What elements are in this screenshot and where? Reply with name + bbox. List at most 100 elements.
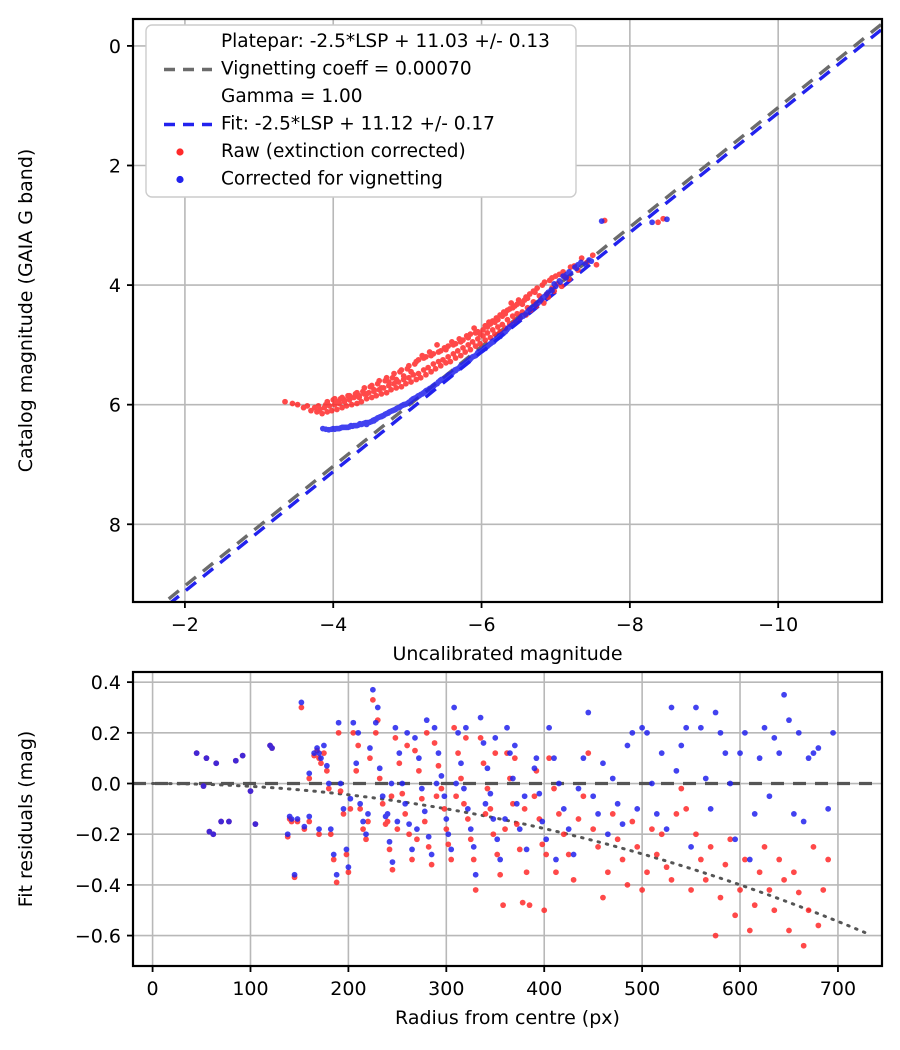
- data-point: [663, 826, 670, 833]
- data-point: [394, 818, 401, 825]
- data-point: [766, 793, 773, 800]
- data-point: [504, 325, 511, 332]
- xtick-label: 200: [330, 978, 366, 1000]
- data-point: [480, 740, 487, 746]
- data-point: [513, 821, 520, 827]
- data-point: [423, 729, 430, 736]
- data-point: [644, 729, 650, 736]
- data-point: [400, 373, 407, 379]
- data-point: [345, 864, 352, 871]
- data-point: [408, 397, 414, 404]
- data-point: [746, 856, 753, 863]
- data-point: [445, 353, 452, 360]
- data-point: [361, 385, 368, 391]
- data-point: [440, 356, 446, 363]
- data-point: [482, 800, 489, 807]
- data-point: [815, 922, 822, 929]
- data-point: [337, 788, 344, 794]
- data-point: [477, 735, 484, 741]
- data-point: [404, 729, 411, 736]
- data-point: [800, 942, 807, 949]
- data-point: [448, 846, 455, 853]
- data-point: [461, 785, 467, 792]
- data-point: [504, 316, 511, 323]
- data-point: [649, 826, 655, 833]
- data-point: [291, 871, 298, 878]
- data-point: [810, 844, 817, 850]
- legend-entry-label: Vignetting coeff = 0.00070: [221, 59, 472, 80]
- data-point: [420, 355, 427, 361]
- data-point: [492, 319, 498, 326]
- data-point: [688, 887, 694, 893]
- data-point: [499, 313, 506, 320]
- photometric-calibration-axes: −2 −4 −6 −8 −10 0 2 4 6 8 Uncalibrated magnitude Ca…: [15, 17, 884, 665]
- data-point: [497, 856, 504, 863]
- data-point: [330, 851, 337, 858]
- data-point: [523, 846, 530, 853]
- bottom-plot-spines: [131, 670, 884, 968]
- data-point: [737, 750, 743, 756]
- data-point: [771, 907, 778, 914]
- data-point: [323, 762, 330, 769]
- data-point: [472, 330, 479, 336]
- data-point: [467, 346, 474, 353]
- data-point: [830, 729, 836, 736]
- data-point: [213, 760, 220, 767]
- data-point: [239, 752, 246, 759]
- data-point: [717, 729, 724, 736]
- top-plot-spines: [131, 17, 884, 604]
- data-point: [494, 324, 501, 330]
- data-point: [443, 816, 450, 822]
- data-point: [658, 750, 665, 756]
- data-point: [624, 882, 631, 888]
- data-point: [697, 856, 704, 863]
- data-point: [469, 339, 476, 345]
- data-point: [363, 391, 370, 397]
- data-point: [487, 790, 494, 797]
- data-point: [551, 281, 558, 287]
- top-legend: Platepar: -2.5*LSP + 11.03 +/- 0.13 Vigne…: [145, 24, 577, 198]
- data-point: [668, 876, 675, 883]
- data-point: [343, 851, 350, 858]
- data-point: [318, 755, 324, 762]
- data-point: [702, 775, 709, 782]
- data-point: [378, 385, 385, 391]
- data-point: [484, 330, 491, 336]
- data-point: [300, 404, 307, 411]
- data-point: [301, 823, 308, 830]
- data-point: [761, 724, 768, 731]
- data-point: [472, 343, 479, 349]
- data-point: [590, 793, 597, 800]
- data-point: [556, 811, 562, 817]
- data-point: [379, 793, 386, 800]
- ytick-label: 0: [109, 36, 121, 58]
- data-point: [722, 750, 729, 756]
- data-point: [447, 358, 454, 365]
- data-point: [432, 365, 439, 372]
- data-point: [693, 831, 699, 838]
- data-point: [629, 729, 636, 736]
- data-point: [820, 887, 827, 893]
- data-point: [499, 321, 506, 328]
- data-point: [590, 826, 597, 833]
- data-point: [399, 780, 406, 787]
- data-point: [354, 389, 360, 396]
- data-point: [619, 821, 626, 827]
- data-point: [193, 750, 200, 756]
- data-point: [247, 788, 254, 794]
- data-point: [519, 899, 526, 906]
- data-point: [489, 327, 496, 333]
- data-point: [346, 392, 353, 399]
- data-point: [604, 869, 611, 876]
- fit-line-platepar: [162, 22, 882, 602]
- data-point: [549, 275, 555, 281]
- data-point: [457, 339, 464, 345]
- data-point: [526, 306, 533, 313]
- data-point: [727, 780, 734, 787]
- data-point: [707, 844, 714, 850]
- data-point: [563, 271, 570, 278]
- data-point: [565, 851, 572, 858]
- data-point: [732, 836, 739, 843]
- data-point: [406, 831, 412, 838]
- data-point: [649, 780, 655, 787]
